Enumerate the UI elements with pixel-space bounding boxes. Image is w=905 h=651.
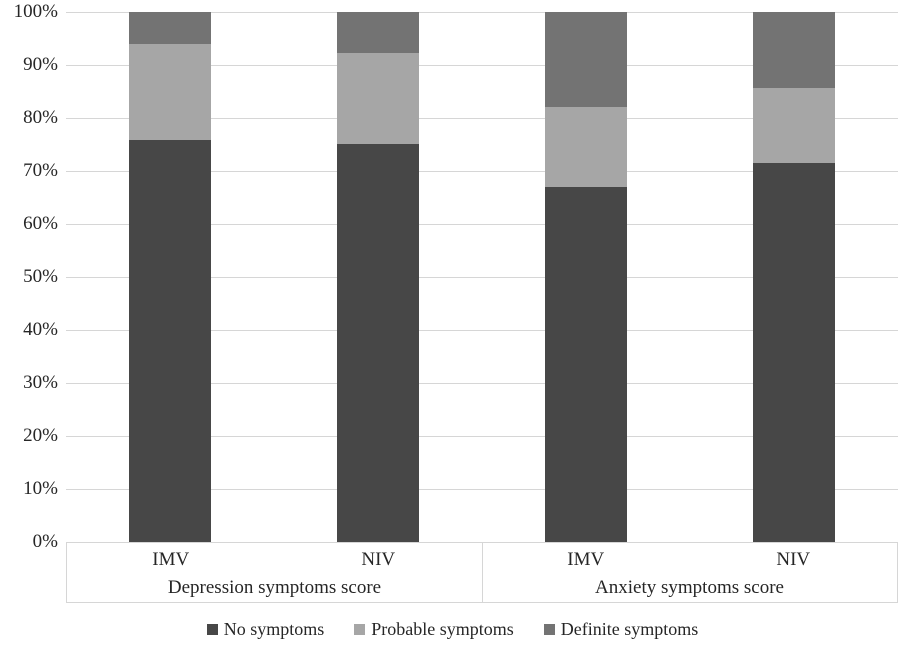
legend-label: Probable symptoms (371, 619, 514, 639)
gridline (66, 382, 898, 384)
y-axis-tick-label: 0% (32, 531, 58, 552)
gridline (66, 488, 898, 490)
group-divider (482, 543, 483, 602)
y-axis-tick-label: 80% (23, 107, 58, 128)
category-label: IMV (567, 549, 605, 570)
gridline (66, 435, 898, 437)
group-label: Anxiety symptoms score (595, 577, 784, 598)
y-axis-tick-label: 40% (23, 319, 58, 340)
gridline (66, 11, 898, 13)
legend-item: No symptoms (206, 618, 325, 640)
y-axis-tick-label: 70% (23, 160, 58, 181)
category-label-row: IMV NIV IMV NIV (67, 546, 897, 574)
bar-segment-definite-symptoms (545, 12, 627, 108)
legend-swatch-icon (206, 623, 218, 635)
bar-segment-probable-symptoms (129, 43, 211, 141)
bar-segment-no-symptoms (129, 140, 211, 542)
y-axis-tick-label: 100% (13, 1, 58, 22)
bar-imv-2 (545, 12, 627, 542)
plot-area (66, 11, 898, 543)
bar-segment-no-symptoms (545, 187, 627, 542)
y-axis-tick-label: 60% (23, 213, 58, 234)
bar-niv-3 (753, 12, 835, 542)
category-label: IMV (152, 549, 190, 570)
legend-swatch-icon (354, 623, 366, 635)
gridline (66, 64, 898, 66)
legend-item: Definite symptoms (543, 618, 699, 640)
y-axis-tick-label: 50% (23, 266, 58, 287)
bar-segment-probable-symptoms (753, 87, 835, 164)
bar-imv-0 (129, 12, 211, 542)
y-axis-tick-label: 20% (23, 425, 58, 446)
bar-segment-definite-symptoms (337, 12, 419, 53)
y-axis-tick-label: 30% (23, 372, 58, 393)
bar-segment-no-symptoms (337, 143, 419, 542)
gridline (66, 276, 898, 278)
gridline (66, 223, 898, 225)
bar-segment-definite-symptoms (129, 12, 211, 44)
legend-label: Definite symptoms (560, 619, 699, 639)
category-label: NIV (776, 549, 811, 570)
y-axis-tick-label: 90% (23, 54, 58, 75)
gridline (66, 329, 898, 331)
group-label-row: Depression symptoms score Anxiety symptom… (67, 574, 897, 602)
category-label: NIV (361, 549, 396, 570)
bar-segment-no-symptoms (753, 163, 835, 542)
legend-swatch-icon (543, 623, 555, 635)
gridline (66, 170, 898, 172)
bar-niv-1 (337, 12, 419, 542)
bar-segment-probable-symptoms (337, 52, 419, 144)
legend-item: Probable symptoms (354, 618, 514, 640)
bar-segment-probable-symptoms (545, 107, 627, 188)
y-axis: 0% 10% 20% 30% 40% 50% 60% 70% 80% 90% 100% (0, 1, 58, 552)
group-label: Depression symptoms score (167, 577, 382, 598)
y-axis-tick-label: 10% (23, 478, 58, 499)
gridline (66, 117, 898, 119)
legend: No symptoms Probable symptoms Definite sym… (0, 618, 905, 640)
legend-label: No symptoms (223, 619, 325, 639)
category-axis-box: IMV NIV IMV NIV Depression symptoms score An… (66, 542, 898, 603)
bar-segment-definite-symptoms (753, 12, 835, 88)
